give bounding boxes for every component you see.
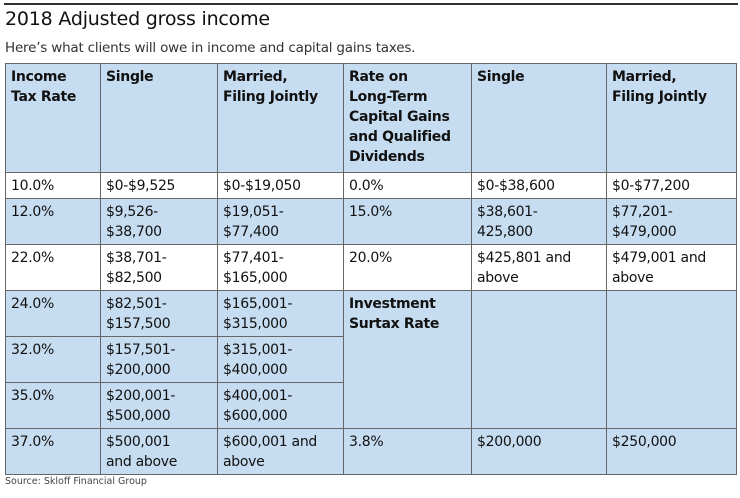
table-row: 22.0% $38,701- $82,500 $77,401- $165,000… [5, 244, 737, 291]
cell-cg-married: $479,001 and above [606, 244, 737, 291]
table-row: 32.0% $157,501- $200,000 $315,001- $400,… [5, 336, 737, 383]
cell-rate: 12.0% [5, 198, 101, 245]
cell-cg-rate: 20.0% [343, 244, 472, 291]
table-row: 10.0% $0-$9,525 $0-$19,050 0.0% $0-$38,6… [5, 172, 737, 199]
cell-married: $0-$19,050 [217, 172, 344, 199]
cell-single: $82,501- $157,500 [100, 290, 218, 337]
cell-married: $165,001- $315,000 [217, 290, 344, 337]
header-cg-married: Married, Filing Jointly [606, 63, 737, 173]
cell-married: $400,001- $600,000 [217, 382, 344, 429]
cell-cg-rate: 15.0% [343, 198, 472, 245]
cell-rate: 10.0% [5, 172, 101, 199]
empty-cell [606, 290, 737, 429]
surtax-label: Investment Surtax Rate [343, 290, 472, 429]
cell-married: $315,001- $400,000 [217, 336, 344, 383]
cell-single: $38,701- $82,500 [100, 244, 218, 291]
header-row: Income Tax Rate Single Married, Filing J… [5, 63, 737, 173]
cell-cg-single: $425,801 and above [471, 244, 607, 291]
cell-cg-married: $0-$77,200 [606, 172, 737, 199]
cell-rate: 35.0% [5, 382, 101, 429]
subtitle: Here’s what clients will owe in income a… [5, 40, 416, 56]
table-row: 35.0% $200,001- $500,000 $400,001- $600,… [5, 382, 737, 429]
header-cg-single: Single [471, 63, 607, 173]
table-row: 12.0% $9,526- $38,700 $19,051- $77,400 1… [5, 198, 737, 245]
cell-cg-single: $38,601- 425,800 [471, 198, 607, 245]
table-row: 24.0% $82,501- $157,500 $165,001- $315,0… [5, 290, 737, 429]
header-income-tax-rate: Income Tax Rate [5, 63, 101, 173]
cell-married: $19,051- $77,400 [217, 198, 344, 245]
page-title: 2018 Adjusted gross income [5, 8, 270, 30]
tax-table: Income Tax Rate Single Married, Filing J… [5, 63, 737, 475]
cell-rate: 24.0% [5, 290, 101, 337]
header-cg-rate: Rate on Long-Term Capital Gains and Qual… [343, 63, 472, 173]
empty-cell [471, 290, 607, 429]
cell-cg-married: $77,201- $479,000 [606, 198, 737, 245]
cell-single: $500,001 and above [100, 428, 218, 475]
cell-cg-rate: 3.8% [343, 428, 472, 475]
cell-married: $600,001 and above [217, 428, 344, 475]
cell-rate: 37.0% [5, 428, 101, 475]
cell-cg-rate: 0.0% [343, 172, 472, 199]
header-married: Married, Filing Jointly [217, 63, 344, 173]
cell-single: $157,501- $200,000 [100, 336, 218, 383]
cell-cg-single: $200,000 [471, 428, 607, 475]
source-note: Source: Skloff Financial Group [5, 476, 147, 487]
header-single: Single [100, 63, 218, 173]
cell-rate: 22.0% [5, 244, 101, 291]
cell-cg-single: $0-$38,600 [471, 172, 607, 199]
top-rule [4, 3, 738, 5]
cell-single: $200,001- $500,000 [100, 382, 218, 429]
cell-cg-married: $250,000 [606, 428, 737, 475]
cell-rate: 32.0% [5, 336, 101, 383]
cell-single: $9,526- $38,700 [100, 198, 218, 245]
cell-married: $77,401- $165,000 [217, 244, 344, 291]
table-row: 37.0% $500,001 and above $600,001 and ab… [5, 428, 737, 475]
cell-single: $0-$9,525 [100, 172, 218, 199]
